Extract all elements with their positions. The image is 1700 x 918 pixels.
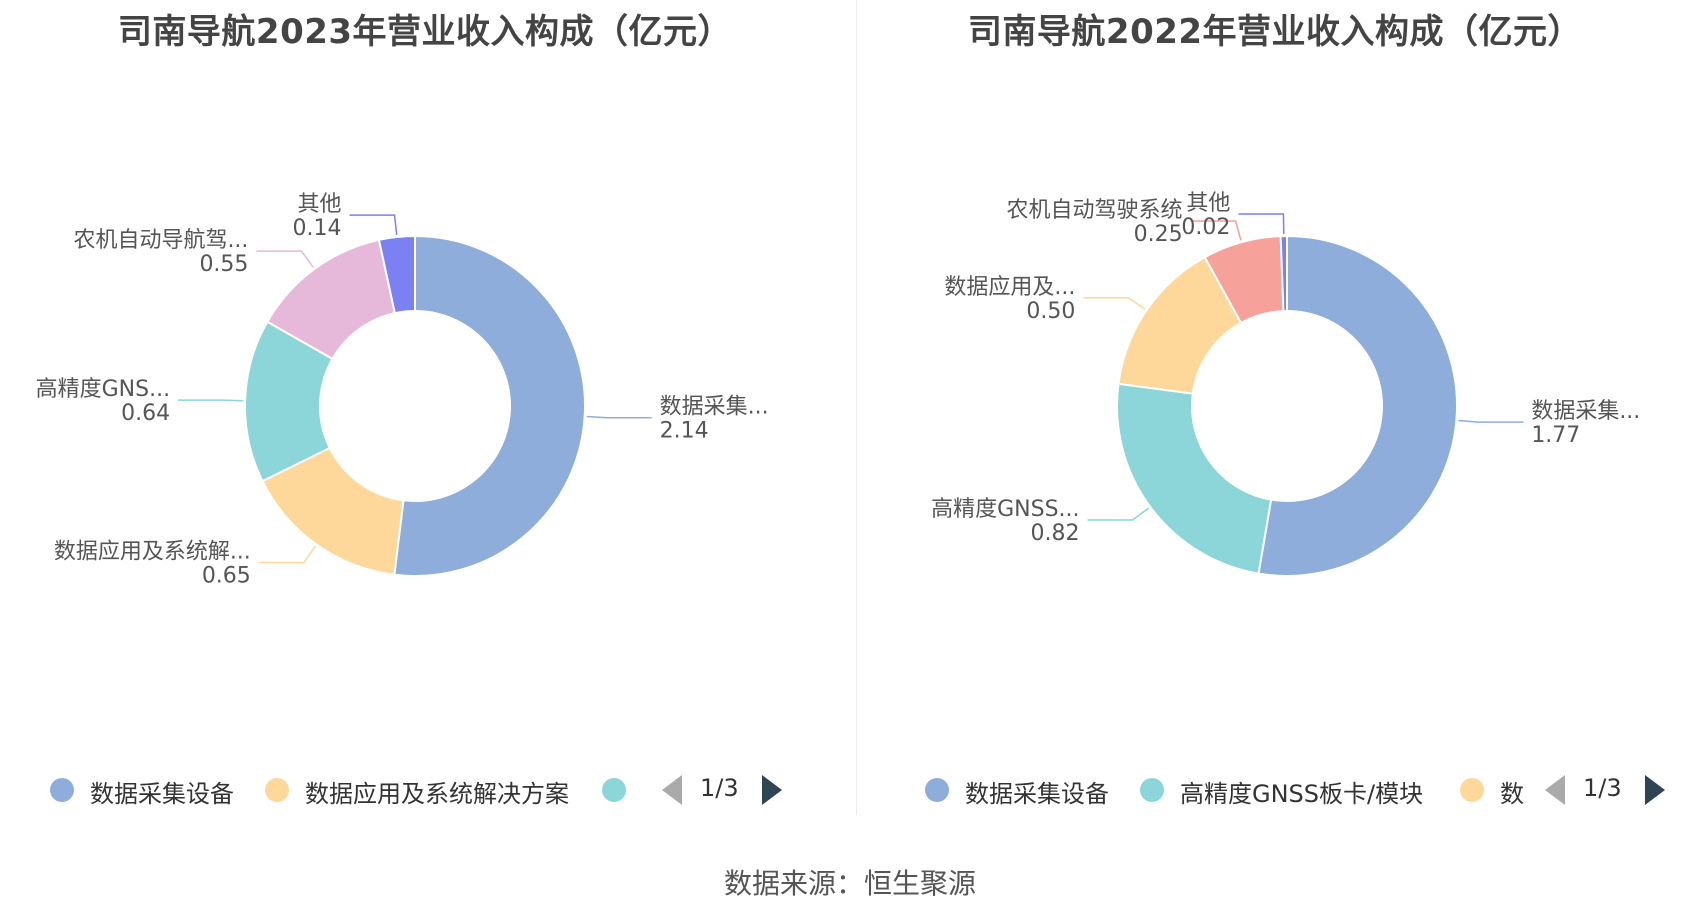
pie-slice[interactable] (1116, 382, 1273, 575)
legend-next-arrow-icon[interactable] (1645, 775, 1665, 805)
legend-label: 数 (1500, 780, 1524, 808)
leader-line (1087, 507, 1150, 521)
slice-label: 其他 (298, 192, 342, 217)
chart-panel-2022: 司南导航2022年营业收入构成（亿元） 数据采集... 1.77 高精度GNSS..… (850, 0, 1700, 830)
chart-title: 司南导航2023年营业收入构成（亿元） (117, 12, 733, 52)
donut-chart-2023: 数据采集...2.14 数据应用及系统解...0.65 高精度GNS...0.64 农… (36, 192, 769, 589)
legend: 数据采集设备 高精度GNSS板卡/模块 数 1/3 (850, 770, 1700, 810)
slice-value-label: 1.77 (1531, 423, 1580, 448)
legend-label: 数据采集设备 (965, 780, 1109, 808)
leader-line (178, 399, 244, 402)
leader-line (1238, 213, 1285, 235)
pie-slice[interactable] (1257, 234, 1458, 577)
data-source-note: 数据来源：恒生聚源 (723, 867, 976, 900)
slice-label: 其他 (1186, 191, 1230, 216)
legend-swatch (265, 778, 289, 802)
pie-slice[interactable] (1279, 234, 1288, 313)
slice-value-label: 0.65 (202, 564, 251, 589)
legend-swatch (1140, 778, 1164, 802)
panel-divider (856, 0, 857, 815)
leader-line (586, 415, 652, 419)
slice-value-label: 0.64 (121, 401, 170, 426)
pie-slice[interactable] (377, 234, 416, 315)
chart-panel-2023: 司南导航2023年营业收入构成（亿元） 数据采集... 2.14 数据应用及系统解.… (0, 0, 850, 830)
slice-value-label: 0.82 (1031, 521, 1080, 546)
legend-swatch (1460, 778, 1484, 802)
slice-value-label: 0.14 (293, 216, 342, 241)
slice-value-label: 0.25 (1134, 222, 1183, 247)
slice-label: 数据应用及... (944, 275, 1075, 300)
legend-page-indicator: 1/3 (1583, 774, 1622, 802)
leader-line (256, 250, 314, 268)
pie-slice[interactable] (393, 234, 587, 577)
legend-label: 数据采集设备 (90, 780, 234, 808)
legend: 数据采集设备 数据应用及系统解决方案 1/3 (0, 770, 850, 810)
legend-prev-arrow-icon[interactable] (662, 775, 682, 805)
leader-line (349, 214, 398, 236)
legend-next-arrow-icon[interactable] (762, 775, 782, 805)
slice-label: 农机自动驾驶系统 (1007, 198, 1183, 223)
slice-label: 高精度GNSS... (931, 497, 1079, 522)
slice-value-label: 0.55 (199, 252, 248, 277)
legend-swatch (925, 778, 949, 802)
slice-label: 高精度GNS... (36, 377, 170, 402)
legend-page-indicator: 1/3 (700, 774, 739, 802)
legend-swatch (50, 778, 74, 802)
slice-label: 数据采集... (1531, 399, 1640, 424)
slice-value-label: 2.14 (660, 419, 709, 444)
leader-line (1083, 297, 1146, 310)
donut-chart-2022: 数据采集...1.77 高精度GNSS...0.82 数据应用及...0.50 农机自… (931, 191, 1640, 577)
slice-label: 农机自动导航驾... (73, 228, 248, 253)
slice-label: 数据应用及系统解... (54, 540, 251, 565)
chart-title: 司南导航2022年营业收入构成（亿元） (967, 12, 1583, 52)
slice-label: 数据采集... (660, 395, 769, 420)
leader-line (1458, 419, 1524, 423)
legend-label: 数据应用及系统解决方案 (305, 780, 569, 808)
slice-value-label: 0.50 (1026, 299, 1075, 324)
leader-line (1190, 220, 1242, 241)
legend-prev-arrow-icon[interactable] (1545, 775, 1565, 805)
leader-line (258, 545, 317, 564)
slice-value-label: 0.02 (1181, 215, 1230, 240)
legend-label: 高精度GNSS板卡/模块 (1180, 780, 1424, 808)
legend-swatch (602, 778, 626, 802)
